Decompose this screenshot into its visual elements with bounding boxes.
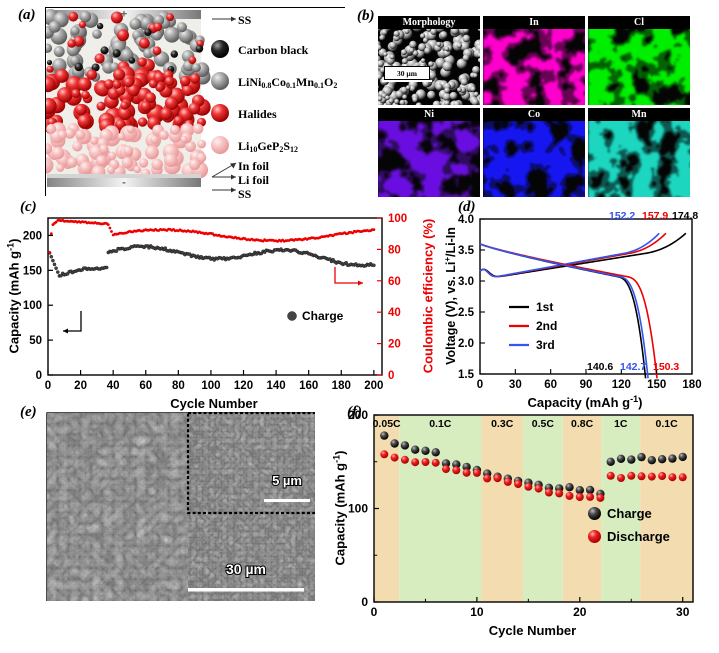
svg-text:120: 120 (612, 379, 631, 391)
svg-text:4.0: 4.0 (458, 214, 474, 226)
svg-text:180: 180 (332, 380, 351, 392)
svg-text:20: 20 (74, 380, 87, 392)
svg-text:180: 180 (682, 379, 701, 391)
svg-text:0.5C: 0.5C (532, 418, 555, 430)
svg-text:100: 100 (201, 380, 220, 392)
svg-text:20: 20 (573, 605, 587, 619)
svg-text:1C: 1C (614, 418, 628, 430)
svg-text:1.5: 1.5 (458, 369, 475, 381)
svg-text:30: 30 (676, 605, 690, 619)
svg-text:160: 160 (299, 380, 318, 392)
svg-text:100: 100 (388, 213, 407, 225)
svg-text:90: 90 (580, 379, 593, 391)
svg-text:0.3C: 0.3C (491, 418, 514, 430)
svg-text:0: 0 (477, 379, 483, 391)
svg-text:100: 100 (348, 502, 368, 516)
svg-text:0.1C: 0.1C (656, 418, 679, 430)
svg-text:200: 200 (348, 408, 368, 422)
svg-text:3.5: 3.5 (458, 245, 475, 257)
svg-text:140: 140 (267, 380, 286, 392)
svg-text:40: 40 (107, 380, 120, 392)
svg-text:120: 120 (234, 380, 253, 392)
svg-text:0: 0 (371, 605, 378, 619)
svg-text:3.0: 3.0 (458, 276, 474, 288)
svg-text:0: 0 (361, 595, 368, 609)
svg-text:40: 40 (388, 307, 401, 319)
svg-text:20: 20 (388, 339, 401, 351)
svg-text:0: 0 (388, 370, 394, 382)
svg-text:5 µm: 5 µm (272, 473, 302, 488)
svg-text:2.0: 2.0 (458, 338, 474, 350)
svg-text:150: 150 (647, 379, 666, 391)
svg-text:0.1C: 0.1C (429, 418, 452, 430)
svg-text:80: 80 (172, 380, 185, 392)
svg-text:2.5: 2.5 (458, 307, 475, 319)
svg-text:30: 30 (509, 379, 522, 391)
svg-text:60: 60 (388, 276, 401, 288)
svg-text:200: 200 (23, 230, 42, 242)
svg-text:0.8C: 0.8C (571, 418, 594, 430)
svg-text:80: 80 (388, 244, 401, 256)
svg-text:50: 50 (29, 335, 42, 347)
svg-text:0: 0 (36, 370, 42, 382)
svg-text:30 µm: 30 µm (226, 561, 266, 577)
svg-text:10: 10 (470, 605, 484, 619)
svg-text:200: 200 (364, 380, 383, 392)
svg-text:0.05C: 0.05C (373, 418, 401, 430)
svg-text:150: 150 (23, 265, 42, 277)
svg-text:60: 60 (544, 379, 557, 391)
svg-text:0: 0 (45, 380, 51, 392)
svg-text:60: 60 (139, 380, 152, 392)
svg-text:-: - (122, 177, 126, 189)
svg-text:100: 100 (23, 300, 42, 312)
